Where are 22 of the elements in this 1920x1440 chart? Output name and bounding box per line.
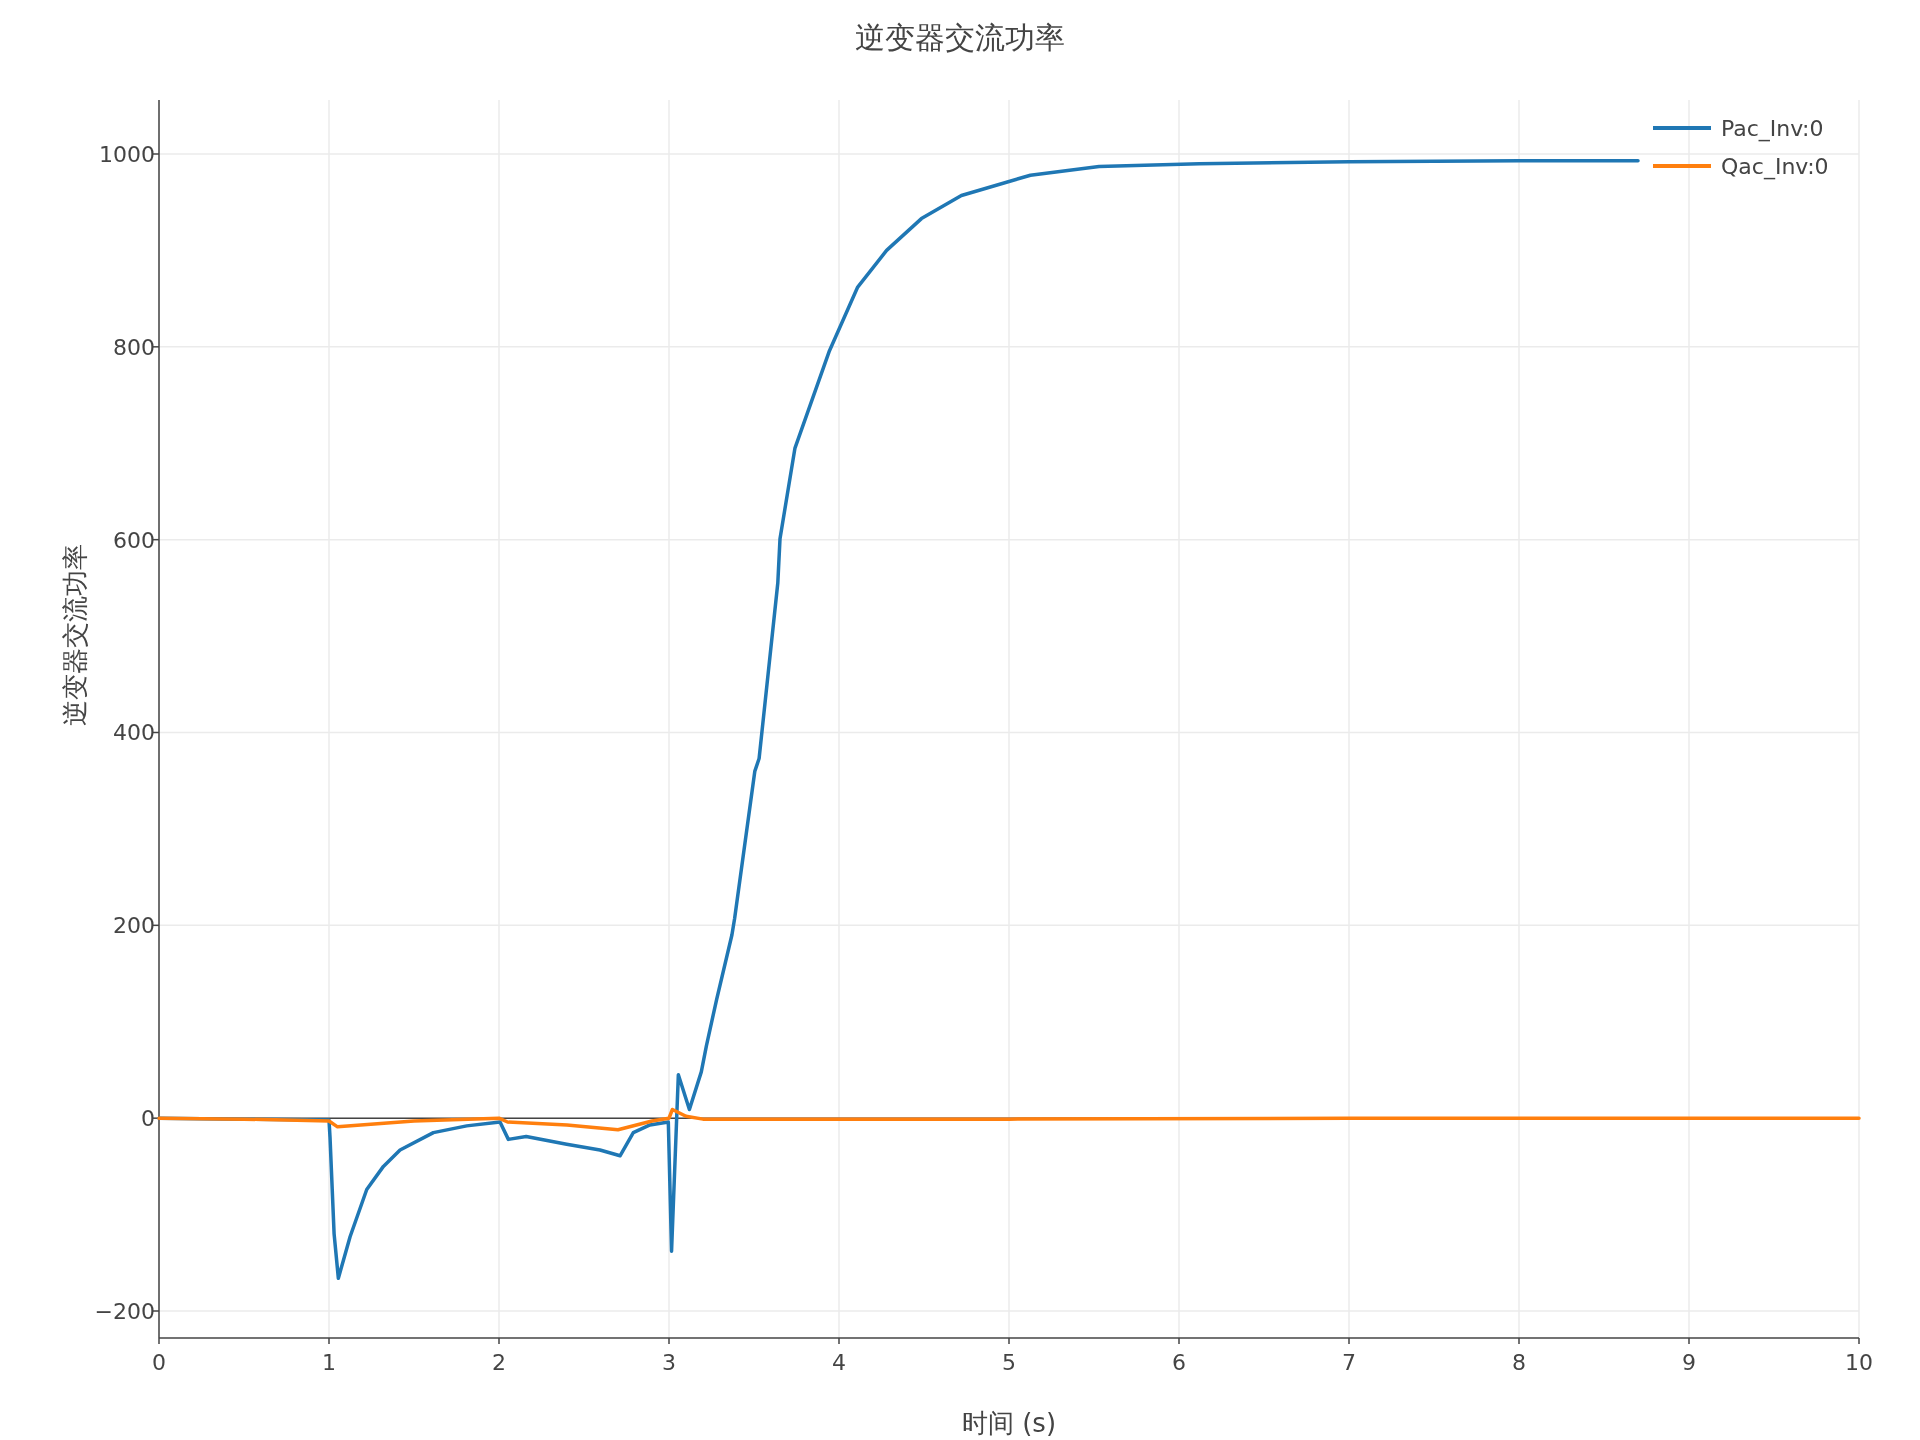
y-axis-title: 逆变器交流功率 xyxy=(60,544,90,726)
x-tick-label: 10 xyxy=(1845,1350,1873,1375)
x-tick-label: 1 xyxy=(322,1350,336,1375)
x-tick-label: 3 xyxy=(662,1350,676,1375)
x-tick-label: 7 xyxy=(1342,1350,1356,1375)
y-tick-label: 200 xyxy=(113,913,155,939)
x-axis-title: 时间 (s) xyxy=(961,1408,1057,1438)
y-tick-label: 400 xyxy=(113,720,155,746)
x-tick-label: 8 xyxy=(1512,1350,1526,1375)
legend-label: Pac_Inv:0 xyxy=(1721,116,1824,142)
x-tick-label: 9 xyxy=(1682,1350,1696,1375)
x-tick-label: 2 xyxy=(492,1350,506,1375)
x-tick-label: 6 xyxy=(1172,1350,1186,1375)
y-tick-label: 600 xyxy=(113,527,155,553)
y-tick-label: 1000 xyxy=(99,141,155,167)
legend-label: Qac_Inv:0 xyxy=(1721,154,1829,180)
y-tick-label: 0 xyxy=(141,1106,155,1132)
y-tick-label: −200 xyxy=(94,1299,155,1324)
y-tick-label: 800 xyxy=(113,334,155,360)
chart-title: 逆变器交流功率 xyxy=(855,20,1065,55)
x-tick-label: 5 xyxy=(1002,1350,1016,1375)
x-tick-label: 4 xyxy=(832,1350,846,1375)
